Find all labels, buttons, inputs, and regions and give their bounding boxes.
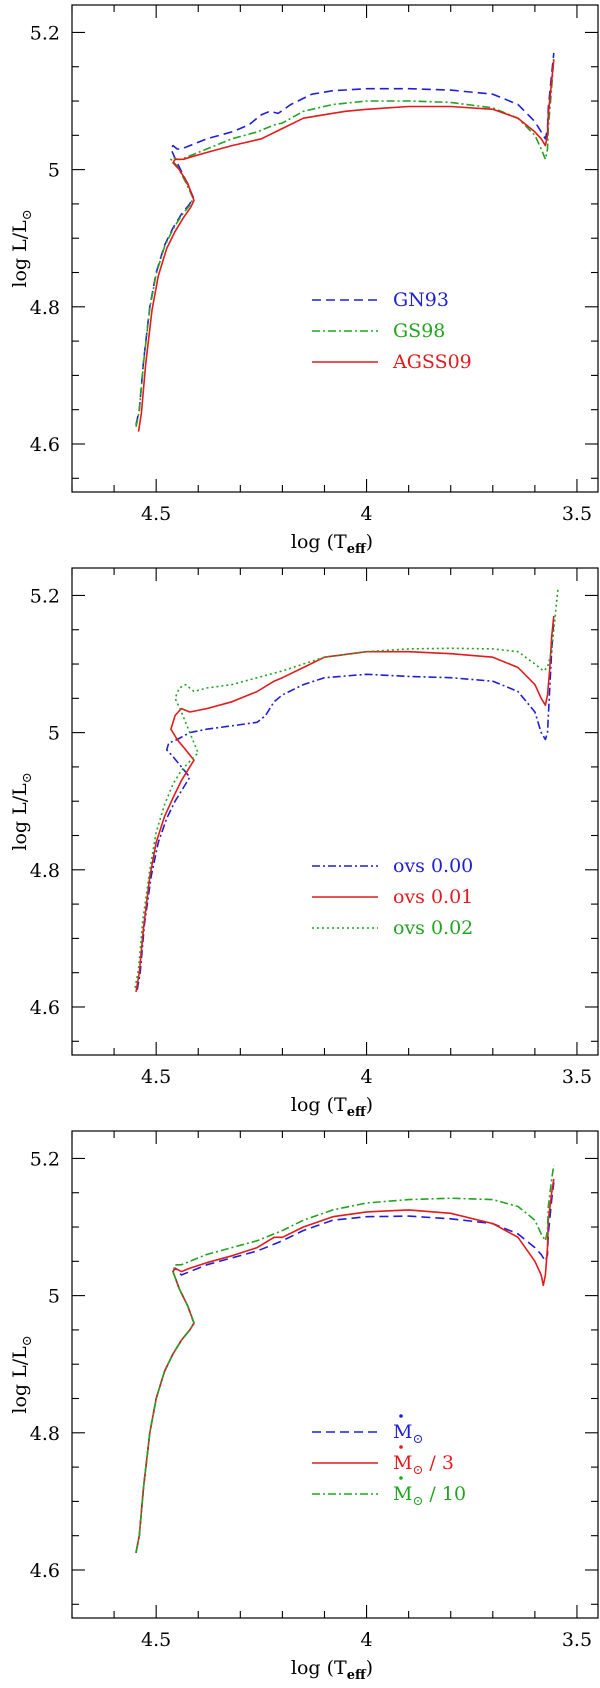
y-tick-label: 5 bbox=[48, 723, 60, 745]
series-line-3 bbox=[134, 588, 559, 988]
mdot-dot bbox=[399, 1414, 403, 1418]
y-axis-label: log L/L⊙ bbox=[9, 209, 35, 287]
plot-frame bbox=[71, 567, 599, 1056]
legend: ovs 0.00 ovs 0.01 ovs 0.02 bbox=[312, 855, 473, 939]
series-line-1 bbox=[135, 52, 555, 425]
x-tick-label: 3.5 bbox=[562, 503, 592, 525]
y-tick-label: 4.8 bbox=[30, 1423, 60, 1445]
y-tick-label: 5 bbox=[48, 1286, 60, 1308]
y-tick-label: 4.6 bbox=[30, 997, 60, 1019]
plot-frame bbox=[71, 1130, 599, 1619]
chart-panel-2: 4.5 4 3.5 4.6 4.8 5 5.2 log (Teff) log L/L⊙ ovs 0… bbox=[9, 567, 599, 1120]
y-tick-label: 4.6 bbox=[30, 434, 60, 456]
series-line-3 bbox=[135, 1165, 555, 1553]
series-line-1 bbox=[135, 1182, 555, 1553]
plot-frame bbox=[71, 4, 599, 493]
legend: M⊙ M⊙ / 3 M⊙ / 10 bbox=[312, 1414, 466, 1509]
series-line-1 bbox=[136, 619, 555, 990]
legend-label-3: M⊙ / 10 bbox=[393, 1483, 466, 1509]
x-tick-label: 4.5 bbox=[141, 1629, 171, 1651]
legend-label-2: GS98 bbox=[393, 320, 445, 342]
x-tick-label: 3.5 bbox=[562, 1629, 592, 1651]
y-axis-label: log L/L⊙ bbox=[9, 1335, 35, 1413]
y-tick-label: 5.2 bbox=[30, 1148, 60, 1170]
series-line-2 bbox=[135, 1178, 555, 1553]
series-line-2 bbox=[135, 615, 555, 993]
series-line-3 bbox=[137, 59, 555, 432]
x-axis-label: log (Teff) bbox=[291, 1094, 373, 1120]
y-tick-label: 5 bbox=[48, 160, 60, 182]
y-tick-label: 4.6 bbox=[30, 1560, 60, 1582]
x-axis-label: log (Teff) bbox=[291, 1657, 373, 1683]
y-tick-label: 4.8 bbox=[30, 297, 60, 319]
legend: GN93 GS98 AGSS09 bbox=[312, 289, 472, 373]
legend-label-3: ovs 0.02 bbox=[393, 917, 473, 939]
x-tick-label: 4.5 bbox=[141, 1066, 171, 1088]
legend-label-1: GN93 bbox=[393, 289, 449, 311]
y-axis-label: log L/L⊙ bbox=[9, 772, 35, 850]
x-tick-label: 3.5 bbox=[562, 1066, 592, 1088]
series-line-2 bbox=[135, 56, 555, 427]
legend-label-2: ovs 0.01 bbox=[393, 886, 473, 908]
legend-label-2: M⊙ / 3 bbox=[393, 1452, 454, 1478]
x-tick-label: 4 bbox=[361, 1066, 373, 1088]
legend-label-3: AGSS09 bbox=[392, 351, 472, 373]
x-tick-label: 4 bbox=[361, 503, 373, 525]
x-tick-label: 4 bbox=[361, 1629, 373, 1651]
x-axis-label: log (Teff) bbox=[291, 531, 373, 557]
x-tick-label: 4.5 bbox=[141, 503, 171, 525]
y-tick-label: 4.8 bbox=[30, 860, 60, 882]
mdot-dot bbox=[399, 1445, 403, 1449]
chart-panel-3: 4.5 4 3.5 4.6 4.8 5 5.2 log (Teff) log L/L⊙ M⊙ M⊙ … bbox=[9, 1130, 599, 1683]
legend-label-1: ovs 0.00 bbox=[393, 855, 473, 877]
legend-label-1: M⊙ bbox=[393, 1421, 423, 1447]
y-tick-label: 5.2 bbox=[30, 585, 60, 607]
y-tick-label: 5.2 bbox=[30, 22, 60, 44]
mdot-dot bbox=[399, 1476, 403, 1480]
